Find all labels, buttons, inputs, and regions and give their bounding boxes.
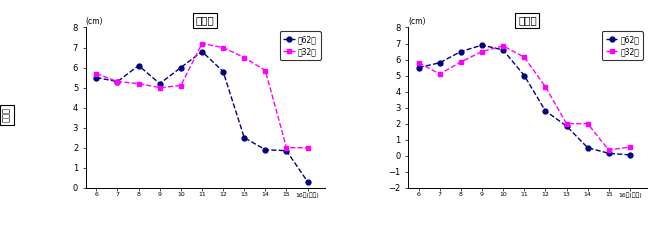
映62生 [282,149,290,152]
映62生 [304,180,312,183]
映62生 [583,146,591,149]
映32生 [282,146,290,149]
Line: 映62生: 映62生 [416,43,632,157]
映62生 [541,109,549,112]
映62生 [92,76,100,79]
Line: 映62生: 映62生 [94,49,310,184]
映62生 [478,44,486,46]
映62生 [562,125,570,127]
Text: (cm): (cm) [408,17,426,26]
映32生 [499,44,507,47]
映62生 [605,152,612,155]
映62生 [198,50,206,53]
映62生 [219,70,227,73]
映62生 [114,80,121,83]
Legend: 映62生, 映32生: 映62生, 映32生 [602,31,643,60]
映62生 [520,74,528,77]
映32生 [135,82,143,85]
映32生 [541,85,549,88]
映32生 [261,69,269,72]
映32生 [114,80,121,83]
映32生 [92,72,100,75]
映62生 [177,66,185,69]
Title: 女　子: 女 子 [518,15,537,25]
映32生 [156,86,164,89]
映32生 [626,146,634,148]
映32生 [304,146,312,149]
映62生 [414,66,422,69]
映32生 [562,122,570,125]
映32生 [219,46,227,49]
映32生 [457,61,465,63]
映32生 [478,50,486,53]
映32生 [240,56,248,59]
Line: 映32生: 映32生 [416,44,632,153]
映32生 [520,56,528,58]
Text: 発育量: 発育量 [2,107,11,122]
映62生 [135,64,143,67]
映62生 [457,50,465,53]
映32生 [414,61,422,64]
Line: 映32生: 映32生 [94,41,310,150]
映32生 [198,42,206,45]
映32生 [177,84,185,87]
映32生 [436,73,444,75]
映62生 [626,153,634,156]
映32生 [583,122,591,125]
映62生 [240,136,248,139]
映62生 [499,49,507,51]
Text: (cm): (cm) [86,17,104,26]
Title: 男　子: 男 子 [196,15,214,25]
映62生 [261,148,269,151]
映62生 [156,82,164,85]
映32生 [605,149,612,152]
映62生 [436,61,444,64]
Legend: 映62生, 映32生: 映62生, 映32生 [280,31,321,60]
